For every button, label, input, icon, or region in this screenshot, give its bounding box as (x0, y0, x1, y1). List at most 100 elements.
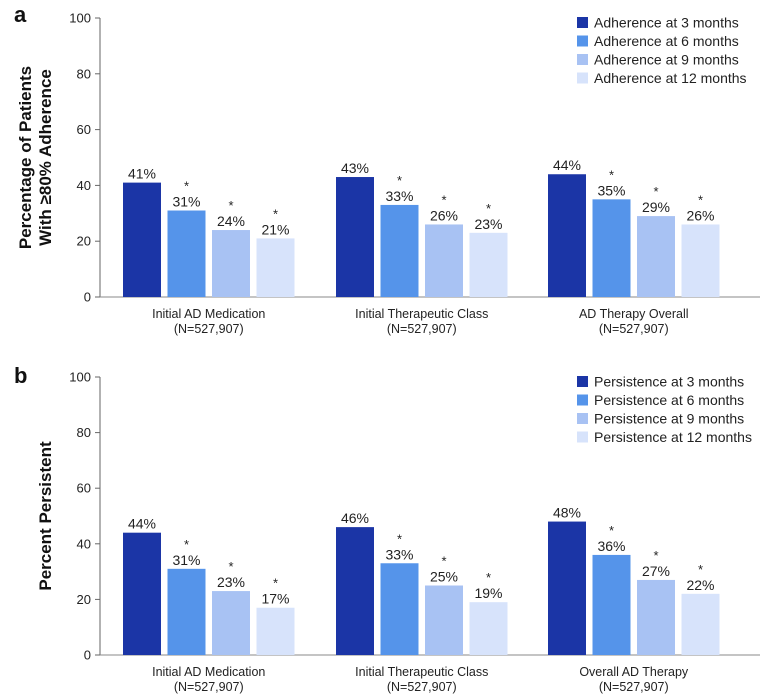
category-label: Initial Therapeutic Class (355, 665, 488, 679)
legend-label: Adherence at 6 months (594, 33, 739, 49)
legend-swatch (577, 54, 588, 65)
y-tick-label: 100 (69, 11, 91, 26)
significance-star: * (698, 562, 703, 577)
significance-star: * (698, 192, 703, 207)
legend-label: Persistence at 6 months (594, 392, 744, 408)
bar-data-label: 23% (474, 216, 502, 232)
significance-star: * (653, 548, 658, 563)
significance-star: * (486, 201, 491, 216)
category-label: Initial AD Medication (152, 307, 265, 321)
significance-star: * (273, 576, 278, 591)
category-label: Initial AD Medication (152, 665, 265, 679)
significance-star: * (273, 206, 278, 221)
category-label: Overall AD Therapy (579, 665, 689, 679)
legend-swatch (577, 413, 588, 424)
panel-label: a (14, 2, 27, 27)
significance-star: * (653, 184, 658, 199)
legend-label: Persistence at 9 months (594, 411, 744, 427)
bar-data-label: 26% (430, 207, 458, 223)
bar-data-label: 41% (128, 166, 156, 182)
significance-star: * (228, 198, 233, 213)
bar-data-label: 24% (217, 213, 245, 229)
legend-label: Adherence at 9 months (594, 52, 739, 68)
bar (469, 602, 508, 655)
y-tick-label: 40 (77, 536, 91, 551)
bar-data-label: 17% (261, 591, 289, 607)
y-axis-label: With ≥80% Adherence (36, 69, 55, 246)
bar (469, 232, 508, 297)
significance-star: * (609, 523, 614, 538)
y-tick-label: 20 (77, 592, 91, 607)
legend-swatch (577, 376, 588, 387)
bar-data-label: 29% (642, 199, 670, 215)
bar (592, 199, 631, 297)
bar (425, 224, 463, 297)
legend-swatch (577, 394, 588, 406)
bar-data-label: 33% (385, 546, 413, 562)
bar (336, 527, 374, 655)
y-tick-label: 80 (77, 425, 91, 440)
legend-swatch (577, 72, 588, 84)
bar-data-label: 43% (341, 160, 369, 176)
bar-data-label: 23% (217, 574, 245, 590)
significance-star: * (441, 192, 446, 207)
category-label: Initial Therapeutic Class (355, 307, 488, 321)
bar (123, 182, 161, 297)
category-label: (N=527,907) (599, 680, 669, 694)
significance-star: * (184, 179, 189, 194)
legend-label: Adherence at 3 months (594, 15, 739, 31)
bar-data-label: 31% (172, 552, 200, 568)
y-axis-label: Percent Persistent (36, 441, 55, 591)
category-label: AD Therapy Overall (579, 307, 689, 321)
bar (123, 532, 161, 655)
significance-star: * (397, 531, 402, 546)
bar (592, 554, 631, 655)
bar (336, 177, 374, 297)
category-label: (N=527,907) (174, 322, 244, 336)
bar-data-label: 44% (553, 157, 581, 173)
bar (256, 607, 295, 655)
bar-data-label: 46% (341, 510, 369, 526)
bar-data-label: 35% (597, 182, 625, 198)
bar (548, 521, 586, 655)
category-label: (N=527,907) (387, 680, 457, 694)
significance-star: * (228, 559, 233, 574)
legend-label: Persistence at 12 months (594, 429, 752, 445)
bar-data-label: 44% (128, 516, 156, 532)
bar-data-label: 36% (597, 538, 625, 554)
bar-data-label: 48% (553, 505, 581, 521)
panel-label: b (14, 363, 27, 388)
bar-data-label: 27% (642, 563, 670, 579)
bar-data-label: 26% (686, 207, 714, 223)
bar (256, 238, 295, 297)
y-tick-label: 100 (69, 370, 91, 385)
bar-data-label: 19% (474, 585, 502, 601)
significance-star: * (397, 173, 402, 188)
bar (212, 591, 250, 655)
y-tick-label: 60 (77, 122, 91, 137)
bar (637, 216, 675, 297)
legend-swatch (577, 431, 588, 443)
category-label: (N=527,907) (599, 322, 669, 336)
bar-data-label: 22% (686, 577, 714, 593)
bar (548, 174, 586, 297)
category-label: (N=527,907) (174, 680, 244, 694)
bar (167, 210, 206, 297)
legend-label: Persistence at 3 months (594, 374, 744, 390)
bar (425, 585, 463, 655)
y-tick-label: 80 (77, 66, 91, 81)
y-tick-label: 0 (84, 290, 91, 305)
y-axis-label: Percentage of Patients (16, 66, 35, 249)
bar-data-label: 21% (261, 221, 289, 237)
bar (380, 563, 419, 655)
y-tick-label: 60 (77, 481, 91, 496)
legend-swatch (577, 17, 588, 28)
bar-data-label: 25% (430, 569, 458, 585)
y-tick-label: 0 (84, 648, 91, 663)
legend-swatch (577, 35, 588, 47)
bar (380, 204, 419, 297)
bar (167, 568, 206, 655)
bar (681, 593, 720, 655)
bar-data-label: 31% (172, 194, 200, 210)
